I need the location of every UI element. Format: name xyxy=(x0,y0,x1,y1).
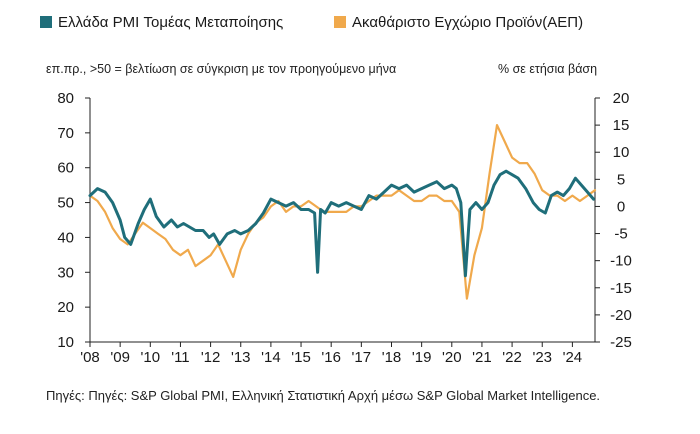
left-tick-label: 80 xyxy=(57,90,74,107)
x-tick-label: '19 xyxy=(412,349,432,366)
x-tick-label: '10 xyxy=(141,349,161,366)
source-note: Πηγές: Πηγές: S&P Global PMI, Ελληνική Σ… xyxy=(46,388,601,403)
left-tick-label: 20 xyxy=(57,299,74,316)
legend-swatch-gdp xyxy=(334,16,346,28)
x-tick-label: '20 xyxy=(442,349,462,366)
series-line-gdp xyxy=(88,123,597,300)
x-tick-label: '16 xyxy=(321,349,341,366)
x-tick-label: '09 xyxy=(110,349,130,366)
x-tick-label: '24 xyxy=(563,349,583,366)
series-line-pmi xyxy=(88,169,595,278)
chart-legend: Ελλάδα PMI Τομέας Μεταποίησης Ακαθάριστο… xyxy=(40,10,680,34)
right-tick-label: -5 xyxy=(614,226,627,243)
right-tick-label: 0 xyxy=(617,198,625,215)
x-tick-label: '15 xyxy=(291,349,311,366)
left-tick-label: 30 xyxy=(57,264,74,281)
right-tick-label: 5 xyxy=(617,171,625,188)
legend-item-gdp: Ακαθάριστο Εγχώριο Προϊόν(ΑΕΠ) xyxy=(334,10,583,34)
x-tick-label: '08 xyxy=(80,349,100,366)
right-tick-label: -25 xyxy=(610,334,632,351)
right-tick-label: -20 xyxy=(610,307,632,324)
x-tick-label: '12 xyxy=(201,349,221,366)
x-tick-label: '13 xyxy=(231,349,251,366)
right-tick-label: 15 xyxy=(613,117,630,134)
right-tick-label: 10 xyxy=(613,144,630,161)
legend-item-pmi: Ελλάδα PMI Τομέας Μεταποίησης xyxy=(40,10,283,34)
left-tick-label: 60 xyxy=(57,160,74,177)
left-axis-note: επ.πρ., >50 = βελτίωση σε σύγκριση με το… xyxy=(46,62,397,76)
legend-label-gdp: Ακαθάριστο Εγχώριο Προϊόν(ΑΕΠ) xyxy=(352,13,584,31)
right-tick-label: 20 xyxy=(613,90,630,107)
x-tick-label: '14 xyxy=(261,349,281,366)
left-tick-label: 70 xyxy=(57,125,74,142)
right-tick-label: -10 xyxy=(610,253,632,270)
right-tick-label: -15 xyxy=(610,280,632,297)
left-tick-label: 50 xyxy=(57,195,74,212)
x-tick-label: '11 xyxy=(171,349,189,366)
left-tick-label: 40 xyxy=(57,229,74,246)
legend-label-pmi: Ελλάδα PMI Τομέας Μεταποίησης xyxy=(58,13,284,31)
x-tick-label: '22 xyxy=(502,349,522,366)
x-tick-label: '18 xyxy=(382,349,402,366)
right-axis-note: % σε ετήσια βάση xyxy=(498,62,598,76)
left-tick-label: 10 xyxy=(57,334,74,351)
x-tick-label: '17 xyxy=(352,349,372,366)
x-tick-label: '23 xyxy=(532,349,552,366)
x-tick-label: '21 xyxy=(472,349,492,366)
legend-swatch-pmi xyxy=(40,16,52,28)
